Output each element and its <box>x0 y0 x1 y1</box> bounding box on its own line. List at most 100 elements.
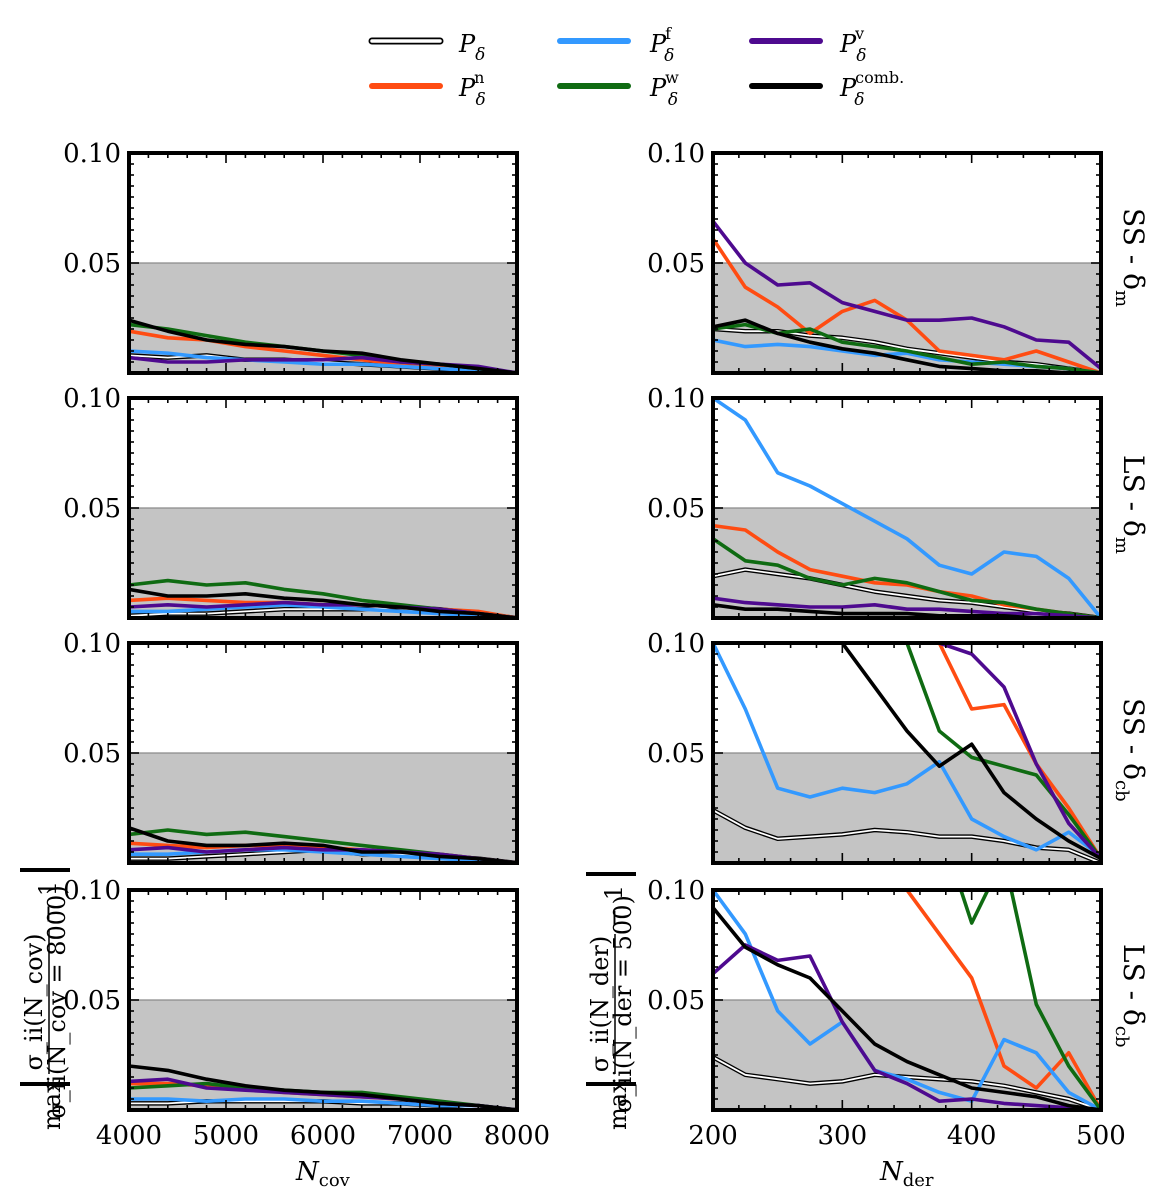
series-line-w <box>903 643 1101 860</box>
y-tick-label: 0.05 <box>647 494 705 524</box>
y-tick-label: 0.10 <box>647 876 705 906</box>
y-tick-label: 0.10 <box>647 384 705 414</box>
series-line-w <box>959 890 1101 1110</box>
series-line-v <box>713 220 1101 370</box>
y-tick-label: 0.05 <box>63 739 121 769</box>
series-group <box>713 890 1101 1110</box>
x-tick-label: 7000 <box>387 1121 453 1151</box>
x-tick-label: 200 <box>688 1121 738 1151</box>
row-label-ls-m: LS - δm <box>1111 455 1150 554</box>
x-axis-title-left: Ncov <box>295 1157 351 1191</box>
row-label-ss-m: SS - δm <box>1111 208 1150 307</box>
legend-label-c: Pcomb. δ <box>839 68 904 110</box>
row-label-ls-cb: LS - δcb <box>1111 944 1150 1048</box>
series-line-c <box>713 906 1101 1110</box>
row-label-ss-cb: SS - δcb <box>1111 698 1150 802</box>
y-axis-title-right-den: σ_ii(N_der = 500) <box>609 895 637 1113</box>
y-tick-label: 0.05 <box>63 249 121 279</box>
x-axis-title-right: Nder <box>879 1157 934 1191</box>
y-tick-label: 0.10 <box>647 139 705 169</box>
panel-frame <box>127 396 519 620</box>
series-group <box>713 398 1101 618</box>
panel-frame <box>711 641 1103 865</box>
series-line-f <box>713 890 1101 1110</box>
series-group <box>129 826 517 863</box>
legend-entry-w: Pw δ <box>557 68 679 110</box>
shaded-band <box>713 753 1101 863</box>
series-line-c <box>713 603 1101 618</box>
x-tick-label: 5000 <box>193 1121 259 1151</box>
panel-frame <box>127 888 519 1112</box>
panel-0-0: 0.05 0.10 <box>63 139 519 375</box>
panel-3-1: 0.05 0.10 200 300 400 500 <box>647 876 1126 1151</box>
legend-label-v: Pv δ <box>839 24 866 66</box>
series-line-p <box>713 568 1101 618</box>
y-tick-label: 0.05 <box>647 249 705 279</box>
y-tick-label: 0.05 <box>647 739 705 769</box>
shaded-band <box>713 508 1101 618</box>
legend: Pδ Pn δ Pf δ Pw δ Pv δ Pcomb. δ <box>368 24 904 110</box>
legend-label-p: Pδ <box>458 30 485 65</box>
series-line-f <box>713 643 1101 858</box>
legend-entry-p: Pδ <box>368 30 485 65</box>
series-line-c <box>713 318 1101 373</box>
y-axis-title-right-num: σ_ii(N_der) <box>586 936 614 1073</box>
x-tick-label: 6000 <box>290 1121 356 1151</box>
series-line-f <box>129 848 517 863</box>
panel-1-1: 0.05 0.10 <box>647 384 1103 620</box>
panels: 0.05 0.10 0.05 0.10 0.05 0.10 0.05 0.10 0.05 0.10… <box>63 139 1126 1151</box>
series-line-v <box>713 596 1101 618</box>
y-tick-label: 0.05 <box>63 986 121 1016</box>
panel-frame <box>127 641 519 865</box>
series-line-p <box>713 809 1101 863</box>
panel-frame <box>711 888 1103 1112</box>
y-axis-title-left-minus: − 1 <box>34 881 62 924</box>
x-tick-label: 4000 <box>96 1121 162 1151</box>
series-line-f <box>129 603 517 618</box>
y-tick-label: 0.05 <box>63 494 121 524</box>
series-group <box>713 643 1101 863</box>
panel-frame <box>711 396 1103 620</box>
y-tick-label: 0.05 <box>647 986 705 1016</box>
series-line-p <box>713 328 1101 373</box>
y-axis-title-right-minus: − 1 <box>600 885 628 928</box>
legend-label-f: Pf δ <box>649 24 674 66</box>
panel-0-1: 0.05 0.10 <box>647 139 1103 375</box>
y-tick-label: 0.10 <box>63 629 121 659</box>
panel-frame <box>711 151 1103 375</box>
series-line-v <box>935 643 1101 860</box>
legend-entry-v: Pv δ <box>749 24 866 66</box>
panel-2-0: 0.05 0.10 <box>63 629 519 865</box>
x-tick-label: 300 <box>818 1121 868 1151</box>
series-line-w <box>713 537 1101 618</box>
series-line-n <box>904 890 1101 1110</box>
legend-entry-n: Pn δ <box>369 68 486 110</box>
series-line-c <box>129 587 517 618</box>
x-tick-label: 8000 <box>484 1121 550 1151</box>
y-axis-title-right: max σ_ii(N_der) σ_ii(N_der = 500) − 1 <box>586 872 637 1130</box>
y-axis-title-left-max: max <box>38 1079 66 1130</box>
y-tick-label: 0.10 <box>63 876 121 906</box>
legend-label-w: Pw δ <box>649 68 679 110</box>
series-line-c <box>129 318 517 373</box>
y-axis-title-left: max σ_ii(N_cov) σ_ii(N_cov = 8000) − 1 <box>20 868 71 1130</box>
y-tick-label: 0.10 <box>63 139 121 169</box>
y-tick-label: 0.10 <box>63 384 121 414</box>
y-axis-title-right-max: max <box>604 1079 632 1130</box>
legend-entry-f: Pf δ <box>557 24 674 66</box>
series-line-v <box>713 943 1101 1110</box>
series-group <box>129 1064 517 1110</box>
panel-1-0: 0.05 0.10 <box>63 384 519 620</box>
series-line-c <box>129 1064 517 1110</box>
series-line-p <box>713 1056 1101 1110</box>
y-axis-title-left-den: σ_ii(N_cov = 8000) <box>43 885 71 1118</box>
x-tick-label: 400 <box>947 1121 997 1151</box>
series-line-c <box>129 826 517 863</box>
panel-3-0: 0.05 0.10 4000 5000 6000 7000 8000 <box>63 876 550 1151</box>
legend-entry-c: Pcomb. δ <box>749 68 904 110</box>
series-line-f <box>713 398 1101 618</box>
row-labels: SS - δm LS - δm SS - δcb LS - δcb <box>1111 208 1150 1048</box>
series-group <box>713 220 1101 373</box>
panel-frame <box>127 151 519 375</box>
